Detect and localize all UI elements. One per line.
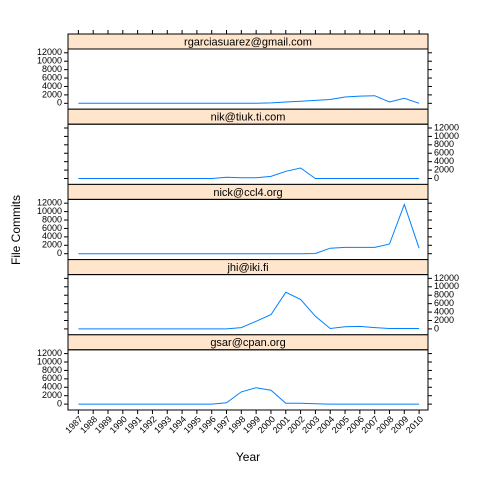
y-axis-label: File Commits [9,195,23,265]
panel-frame [67,123,429,185]
y-tick-label: 6000 [434,148,454,158]
y-tick-label: 4000 [434,156,454,166]
panel-title: nik@tiuk.ti.com [211,112,286,124]
line [78,167,420,179]
y-tick-label: 10000 [434,131,459,141]
y-tick-label: 0 [57,248,62,258]
panel-frame [67,198,429,261]
y-tick-label: 2000 [42,390,62,400]
line [78,387,420,405]
panel-title: jhi@iki.fi [226,262,268,274]
x-tick-label: 2010 [404,414,425,435]
y-tick-label: 2000 [42,89,62,99]
panel-frame [67,48,429,110]
y-tick-label: 12000 [37,198,62,208]
y-tick-label: 0 [434,323,439,333]
y-tick-label: 8000 [434,139,454,149]
line [78,95,420,104]
panel-frame [67,274,429,336]
y-tick-label: 6000 [42,72,62,82]
line [78,291,420,330]
y-tick-label: 10000 [37,356,62,366]
y-tick-label: 8000 [42,64,62,74]
y-tick-label: 4000 [42,382,62,392]
y-tick-label: 6000 [42,373,62,383]
y-tick-label: 12000 [37,348,62,358]
y-tick-label: 10000 [37,206,62,216]
y-tick-label: 2000 [434,164,454,174]
y-tick-label: 12000 [37,47,62,57]
y-tick-label: 6000 [434,298,454,308]
y-tick-label: 2000 [42,240,62,250]
line [78,203,420,255]
y-tick-label: 4000 [434,306,454,316]
y-tick-label: 12000 [434,122,459,132]
panel-title: nick@ccl4.org [213,187,282,199]
x-axis-label: Year [236,450,260,464]
panel-title: gsar@cpan.org [210,337,285,349]
y-tick-label: 6000 [42,223,62,233]
y-tick-label: 10000 [434,281,459,291]
y-tick-label: 8000 [434,290,454,300]
y-tick-label: 10000 [37,56,62,66]
y-tick-label: 4000 [42,81,62,91]
y-tick-label: 8000 [42,214,62,224]
y-tick-label: 0 [57,398,62,408]
y-tick-label: 4000 [42,231,62,241]
y-tick-label: 8000 [42,365,62,375]
y-tick-label: 12000 [434,273,459,283]
y-tick-label: 0 [57,98,62,108]
panel-frame [67,349,429,411]
y-tick-label: 0 [434,173,439,183]
y-tick-label: 2000 [434,315,454,325]
panel-title: rgarciasuarez@gmail.com [184,36,312,48]
